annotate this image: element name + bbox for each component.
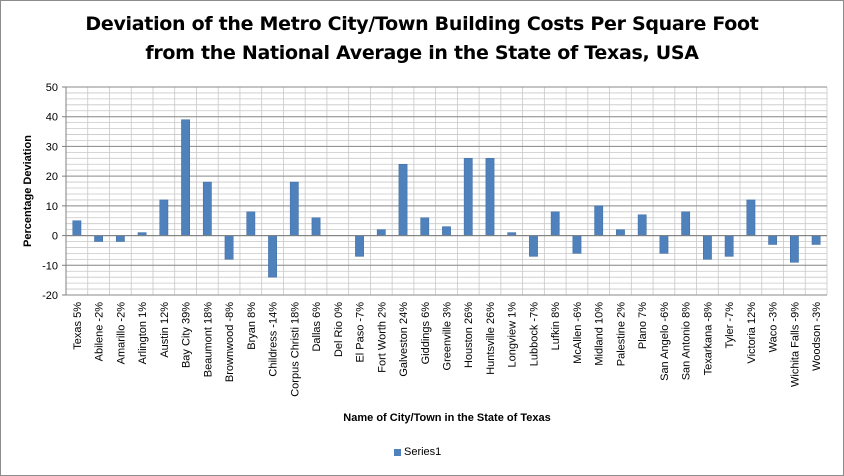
x-tick-label: Abilene -2% — [94, 302, 106, 362]
bar — [376, 229, 386, 236]
x-tick-label: Corpus Christi 18% — [289, 302, 301, 397]
bar — [616, 229, 625, 236]
x-tick-label: Waco -3% — [768, 302, 780, 353]
bar — [289, 181, 299, 236]
x-tick-label: Arlington 1% — [137, 302, 149, 365]
bar — [594, 205, 604, 236]
bar — [746, 199, 756, 236]
x-tick-labels: Texas 5% Abilene -2% Amarillo -2% Arlington… — [72, 302, 823, 397]
y-tick-label: 0 — [52, 231, 58, 243]
bar — [811, 235, 821, 245]
x-tick-label: Bay City 39% — [181, 302, 193, 368]
bar — [420, 217, 430, 236]
y-tick-label: 20 — [46, 171, 58, 183]
bar — [224, 235, 234, 260]
x-tick-label: Texas 5% — [72, 302, 84, 350]
legend-swatch — [394, 448, 401, 456]
y-tick-label: 40 — [46, 112, 58, 124]
bar — [355, 235, 364, 257]
y-tick-labels: 50 40 30 20 10 0 -10 -20 — [42, 82, 58, 302]
x-tick-label: Woodson -3% — [811, 302, 823, 371]
bar — [311, 217, 321, 236]
bar — [703, 235, 712, 260]
y-tick-label: -20 — [42, 290, 58, 302]
x-tick-label: Del Rio 0% — [333, 302, 345, 357]
bar — [159, 199, 169, 236]
x-axis-label: Name of City/Town in the State of Texas — [343, 412, 550, 424]
x-tick-label: Austin 12% — [159, 302, 171, 358]
bar — [550, 211, 560, 236]
bar — [681, 211, 691, 236]
bar — [202, 181, 212, 236]
plot-area — [66, 87, 827, 295]
y-tick-label: 10 — [46, 201, 58, 213]
bar — [115, 235, 125, 242]
x-tick-label: Bryan 8% — [246, 302, 258, 350]
y-axis-label: Percentage Deviation — [22, 135, 34, 247]
bar — [398, 164, 408, 236]
x-tick-label: Texarkana -8% — [702, 302, 714, 376]
x-tick-label: Palestine 2% — [615, 302, 627, 366]
x-tick-label: McAllen -6% — [572, 302, 584, 364]
axes — [62, 86, 827, 296]
x-tick-label: Huntsville 26% — [485, 302, 497, 375]
x-tick-label: Amarillo -2% — [115, 302, 127, 365]
y-tick-label: 50 — [46, 82, 58, 94]
x-tick-label: Longview 1% — [507, 302, 519, 368]
x-tick-label: Beaumont 18% — [202, 302, 214, 377]
x-tick-label: San Angelo -6% — [659, 302, 671, 381]
y-tick-label: -10 — [42, 260, 58, 272]
bar — [485, 158, 495, 236]
bar — [637, 214, 647, 236]
bar — [72, 220, 82, 236]
x-tick-label: Galveston 24% — [398, 302, 410, 377]
x-tick-label: Lubbock -7% — [528, 302, 540, 366]
x-tick-label: Lufkin 8% — [550, 302, 562, 351]
bar — [463, 158, 473, 236]
x-tick-label: Greenville 3% — [442, 302, 454, 371]
legend: Series1 — [394, 446, 441, 458]
x-tick-label: Midland 10% — [594, 302, 606, 366]
x-tick-label: Childress -14% — [268, 302, 280, 377]
chart-title-line1: Deviation of the Metro City/Town Buildin… — [85, 13, 759, 35]
bar — [529, 235, 538, 257]
chart-title: Deviation of the Metro City/Town Buildin… — [0, 10, 844, 68]
bar — [268, 235, 277, 278]
x-tick-label: Wichita Falls -9% — [789, 302, 801, 387]
x-tick-label: Fort Worth 2% — [376, 302, 388, 373]
x-tick-label: Dallas 6% — [311, 302, 323, 352]
x-tick-label: El Paso -7% — [355, 302, 367, 363]
y-tick-label: 30 — [46, 141, 58, 153]
x-tick-label: Victoria 12% — [746, 302, 758, 364]
bar — [246, 211, 256, 236]
x-tick-label: Plano 7% — [637, 302, 649, 349]
bar — [442, 226, 451, 236]
bar — [659, 235, 669, 254]
bar — [724, 235, 734, 257]
x-tick-label: Giddings 6% — [420, 302, 432, 365]
legend-label: Series1 — [404, 446, 442, 458]
x-tick-label: Brownwood -8% — [224, 302, 236, 382]
chart-title-line2: from the National Average in the State o… — [145, 42, 699, 64]
bar — [790, 235, 799, 263]
x-tick-label: San Antonio 8% — [681, 302, 693, 381]
x-tick-label: Houston 26% — [463, 302, 475, 368]
bar — [572, 235, 582, 254]
x-tick-label: Tyler -7% — [724, 302, 736, 349]
bar — [768, 235, 778, 245]
grid — [65, 86, 828, 296]
bar — [94, 235, 103, 242]
bar — [181, 119, 190, 236]
